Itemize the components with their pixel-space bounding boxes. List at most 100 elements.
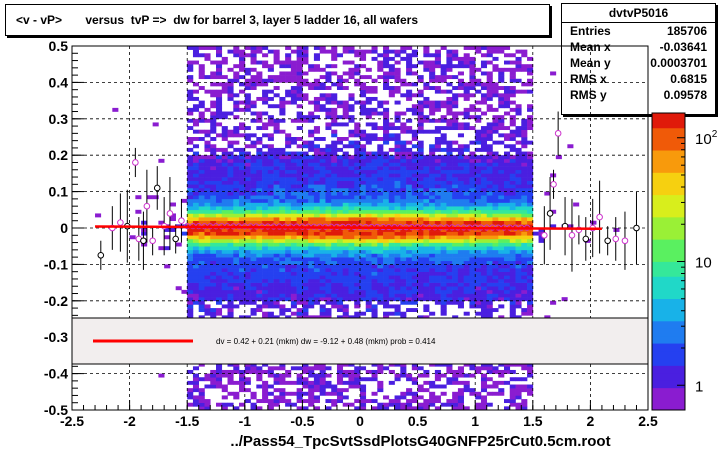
colorbar-bin xyxy=(652,261,685,270)
heatmap-cell xyxy=(192,377,200,382)
heatmap-cell xyxy=(244,220,251,225)
heatmap-cell xyxy=(112,107,119,112)
heatmap-cell xyxy=(221,151,228,156)
heatmap-cell xyxy=(325,93,332,98)
heatmap-cell xyxy=(319,388,326,393)
heatmap-cell xyxy=(198,64,205,69)
heatmap-cell xyxy=(509,162,516,167)
heatmap-cell xyxy=(417,228,424,232)
heatmap-cell xyxy=(216,100,223,105)
heatmap-cell xyxy=(527,184,534,189)
heatmap-cell xyxy=(365,180,372,185)
heatmap-cell xyxy=(342,158,349,163)
heatmap-cell xyxy=(273,304,280,309)
heatmap-cell xyxy=(406,278,413,283)
heatmap-cell xyxy=(504,264,511,269)
heatmap-cell xyxy=(521,282,528,287)
heatmap-cell xyxy=(233,228,240,232)
heatmap-cell xyxy=(521,260,528,265)
heatmap-cell xyxy=(348,235,355,240)
heatmap-cell xyxy=(331,206,338,211)
heatmap-cell xyxy=(515,133,522,138)
heatmap-cell xyxy=(383,235,390,240)
heatmap-cell xyxy=(360,388,367,393)
heatmap-cell xyxy=(279,366,286,371)
heatmap-cell xyxy=(492,115,499,120)
heatmap-cell xyxy=(411,260,418,265)
heatmap-cell xyxy=(342,144,349,149)
heatmap-cell xyxy=(285,253,292,258)
heatmap-cell xyxy=(383,275,390,280)
heatmap-cell xyxy=(365,49,372,54)
heatmap-cell xyxy=(394,311,401,316)
heatmap-cell xyxy=(411,249,418,254)
heatmap-cell xyxy=(198,217,205,222)
heatmap-cell xyxy=(216,228,223,232)
heatmap-cell xyxy=(480,264,488,269)
heatmap-cell xyxy=(486,144,493,149)
heatmap-cell xyxy=(348,104,355,109)
heatmap-cell xyxy=(388,177,395,181)
heatmap-cell xyxy=(509,107,516,112)
heatmap-cell xyxy=(377,166,384,171)
heatmap-cell xyxy=(457,191,464,196)
heatmap-cell xyxy=(452,238,459,243)
heatmap-cell xyxy=(216,377,223,382)
heatmap-cell xyxy=(319,104,326,109)
heatmap-cell xyxy=(492,93,499,98)
heatmap-cell xyxy=(371,249,378,254)
heatmap-cell xyxy=(216,89,223,94)
heatmap-cell xyxy=(221,253,228,258)
heatmap-cell xyxy=(452,369,459,374)
heatmap-cell xyxy=(498,71,505,76)
heatmap-cell xyxy=(383,264,390,269)
heatmap-cell xyxy=(262,53,269,58)
heatmap-cell xyxy=(308,209,315,214)
heatmap-cell xyxy=(319,238,326,243)
heatmap-cell xyxy=(336,260,344,265)
heatmap-cell xyxy=(319,217,326,222)
heatmap-cell xyxy=(429,275,436,280)
heatmap-cell xyxy=(452,249,459,254)
heatmap-cell xyxy=(296,53,303,58)
heatmap-cell xyxy=(360,268,367,272)
heatmap-cell xyxy=(365,206,372,211)
y-tick-label: 0.1 xyxy=(49,184,69,200)
profile-point xyxy=(612,235,620,243)
heatmap-cell xyxy=(244,166,251,171)
heatmap-cell xyxy=(406,268,413,272)
heatmap-cell xyxy=(319,293,326,298)
heatmap-cell xyxy=(383,82,390,87)
heatmap-cell xyxy=(256,75,263,80)
heatmap-cell xyxy=(365,133,372,138)
heatmap-cell xyxy=(296,180,303,185)
colorbar-bin xyxy=(652,306,685,314)
heatmap-cell xyxy=(463,111,470,116)
heatmap-cell xyxy=(423,104,430,109)
heatmap-cell xyxy=(227,187,234,192)
heatmap-cell xyxy=(313,56,320,61)
heatmap-cell xyxy=(515,140,522,145)
heatmap-cell xyxy=(342,238,349,243)
heatmap-cell xyxy=(394,137,401,141)
heatmap-cell xyxy=(308,246,315,251)
heatmap-cell xyxy=(204,377,211,382)
heatmap-cell xyxy=(336,304,344,309)
heatmap-cell xyxy=(417,220,424,225)
heatmap-cell xyxy=(394,257,401,262)
heatmap-cell xyxy=(285,264,292,269)
heatmap-cell xyxy=(509,137,516,141)
heatmap-cell xyxy=(411,278,418,283)
heatmap-cell xyxy=(423,282,430,287)
heatmap-cell xyxy=(204,384,211,389)
heatmap-cell xyxy=(469,253,476,258)
heatmap-cell xyxy=(406,191,413,196)
heatmap-cell xyxy=(452,271,459,276)
heatmap-cell xyxy=(527,286,534,291)
heatmap-cell xyxy=(221,137,228,141)
heatmap-cell xyxy=(423,380,430,385)
heatmap-cell xyxy=(319,366,326,371)
heatmap-cell xyxy=(336,169,344,174)
heatmap-cell xyxy=(527,198,534,203)
heatmap-cell xyxy=(256,304,263,309)
